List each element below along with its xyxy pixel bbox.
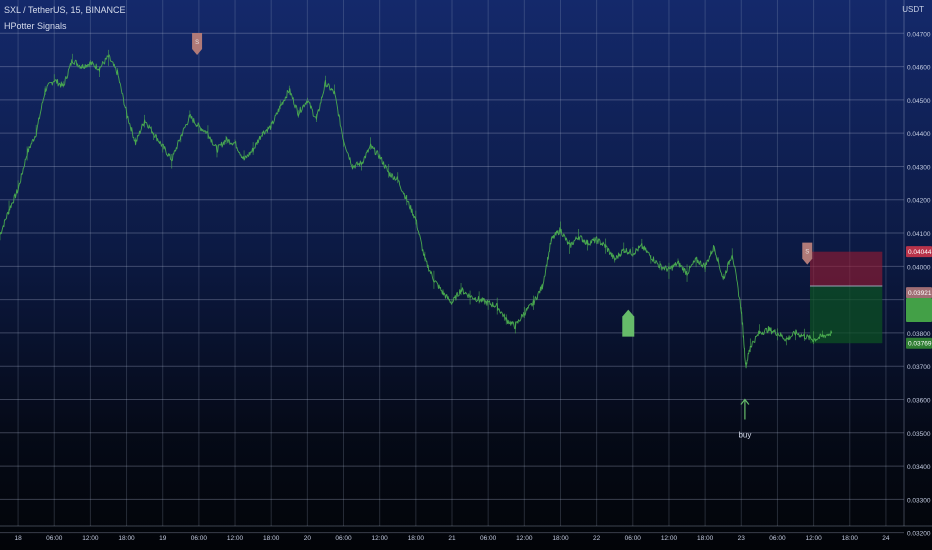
y-tick-label: 0.04200: [907, 198, 931, 205]
x-tick-label: 12:00: [805, 535, 822, 542]
price-tag-label: 0.03921: [908, 290, 932, 297]
price-tag: [906, 246, 932, 258]
x-tick-label: 18:00: [263, 535, 280, 542]
y-tick-label: 0.03500: [907, 431, 931, 438]
sell-signal-shape: [802, 242, 813, 265]
x-tick-label: 12:00: [227, 535, 244, 542]
y-tick-label: 0.04300: [907, 164, 931, 171]
x-tick-label: 18:00: [552, 535, 569, 542]
y-tick-label: 0.04100: [907, 231, 931, 238]
x-tick-label: 06:00: [769, 535, 786, 542]
position-profit-zone: [809, 251, 883, 286]
x-tick-label: 24: [882, 535, 890, 542]
x-tick-label: 12:00: [516, 535, 533, 542]
x-tick-label: 06:00: [335, 535, 352, 542]
x-tick-label: 19: [159, 535, 167, 542]
price-series-line: [0, 54, 833, 369]
price-tag: [906, 287, 932, 299]
sell-signal-shape: [192, 32, 203, 55]
currency-label: USDT: [902, 5, 924, 14]
sell-signal-label: S: [195, 40, 199, 46]
x-tick-label: 18:00: [697, 535, 714, 542]
y-tick-label: 0.03300: [907, 497, 931, 504]
x-tick-label: 18: [14, 535, 22, 542]
y-tick-label: 0.04700: [907, 31, 931, 38]
buy-arrow-marker: [622, 309, 635, 337]
price-tag: [906, 337, 932, 349]
y-tick-label: 0.03400: [907, 464, 931, 471]
x-tick-label: 18:00: [842, 535, 859, 542]
x-tick-label: 06:00: [191, 535, 208, 542]
x-tick-label: 18:00: [118, 535, 135, 542]
x-tick-label: 22: [593, 535, 601, 542]
price-tag-label: 0.03769: [908, 341, 932, 348]
y-tick-label: 0.04500: [907, 98, 931, 105]
sell-signal-marker: S: [192, 32, 203, 55]
x-tick-label: 21: [448, 535, 456, 542]
buy-arrow-head: [740, 398, 750, 405]
position-loss-zone: [809, 285, 883, 344]
indicator-legend[interactable]: HPotter Signals: [4, 21, 67, 31]
x-tick-label: 20: [304, 535, 312, 542]
buy-signal-label: buy: [738, 430, 751, 439]
price-tag: [906, 297, 932, 322]
x-tick-label: 06:00: [480, 535, 497, 542]
x-tick-label: 12:00: [661, 535, 678, 542]
x-tick-label: 18:00: [408, 535, 425, 542]
symbol-legend: SXL / TetherUS, 15, BINANCE: [4, 5, 126, 15]
y-tick-label: 0.04000: [907, 264, 931, 271]
sell-signal-label: S: [805, 250, 809, 256]
sell-signal-marker: S: [802, 242, 813, 265]
y-tick-label: 0.03200: [907, 531, 931, 538]
x-tick-label: 06:00: [46, 535, 63, 542]
x-tick-label: 06:00: [625, 535, 642, 542]
y-tick-label: 0.03700: [907, 364, 931, 371]
x-tick-label: 23: [738, 535, 746, 542]
y-tick-label: 0.04400: [907, 131, 931, 138]
x-tick-label: 12:00: [372, 535, 389, 542]
price-tag-label: 0.04044: [908, 249, 932, 256]
x-tick-label: 12:00: [82, 535, 99, 542]
buy-signal-marker: buy: [738, 398, 751, 439]
y-tick-label: 0.04600: [907, 65, 931, 72]
y-tick-label: 0.03600: [907, 397, 931, 404]
y-tick-label: 0.03800: [907, 331, 931, 338]
